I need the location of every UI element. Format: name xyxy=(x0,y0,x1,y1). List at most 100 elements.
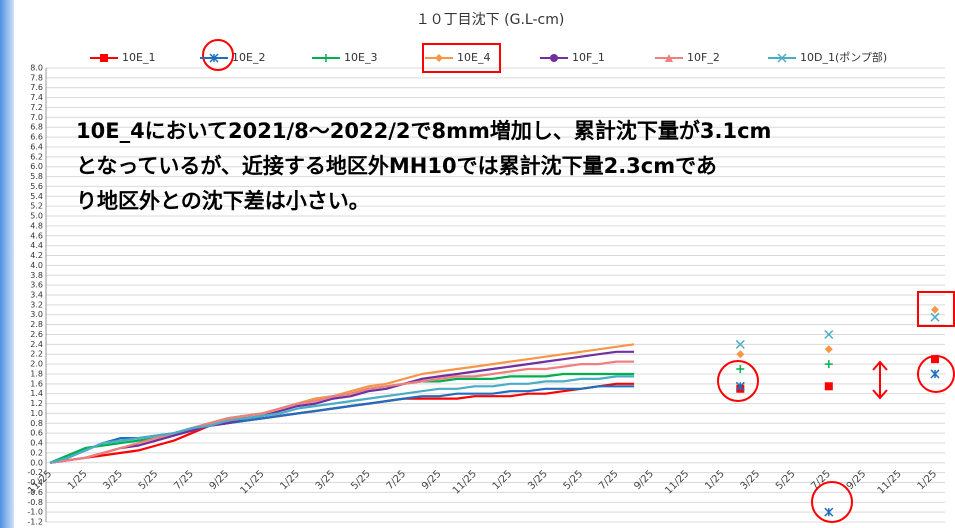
y-tick-label: 7.2 xyxy=(30,103,43,112)
y-tick-label: 1.6 xyxy=(30,379,43,388)
highlights xyxy=(202,39,955,523)
series-line xyxy=(49,350,635,464)
y-tick-label: 7.0 xyxy=(30,113,43,122)
legend-label: 10E_2 xyxy=(232,51,265,64)
y-tick-label: 7.6 xyxy=(30,83,43,92)
chart-title: １０丁目沈下 (G.L-cm) xyxy=(416,12,565,28)
marker xyxy=(824,507,834,517)
marker xyxy=(930,312,940,322)
marker xyxy=(930,369,940,379)
x-tick-label: 1/25 xyxy=(916,468,940,492)
y-tick-label: 3.2 xyxy=(30,300,43,309)
x-tick-label: 1/25 xyxy=(491,468,515,492)
x-tick-label: 3/25 xyxy=(101,468,125,492)
y-tick-label: -1.2 xyxy=(27,518,43,527)
grid: 8.07.87.67.47.27.06.86.66.46.26.05.85.65… xyxy=(26,64,945,527)
x-tick-label: 9/25 xyxy=(420,468,444,492)
y-tick-label: 2.2 xyxy=(30,350,43,359)
y-tick-label: 5.6 xyxy=(30,182,43,191)
legend-label: 10E_1 xyxy=(122,51,155,64)
x-tick-label: 1/25 xyxy=(703,468,727,492)
y-tick-label: 7.8 xyxy=(30,73,43,82)
x-tick-label: 7/25 xyxy=(385,468,409,492)
marker xyxy=(736,350,745,359)
marker xyxy=(435,54,443,62)
y-tick-label: 6.0 xyxy=(30,162,43,171)
y-tick-label: 1.0 xyxy=(30,409,43,418)
y-tick-label: 4.2 xyxy=(30,251,43,260)
y-tick-label: 5.0 xyxy=(30,212,43,221)
marker xyxy=(550,54,558,62)
series-line xyxy=(49,375,635,464)
y-tick-label: 4.6 xyxy=(30,231,43,240)
x-tick-label: 9/25 xyxy=(632,468,656,492)
x-tick-label: 3/25 xyxy=(526,468,550,492)
y-tick-label: 6.6 xyxy=(30,133,43,142)
y-tick-label: 3.6 xyxy=(30,281,43,290)
y-tick-label: 2.8 xyxy=(30,320,43,329)
x-tick-label: 7/25 xyxy=(597,468,621,492)
x-tick-label: 5/25 xyxy=(774,468,798,492)
y-tick-label: -0.8 xyxy=(27,498,43,507)
x-tick-label: 1/25 xyxy=(66,468,90,492)
legend-label: 10E_4 xyxy=(457,51,490,64)
highlight-box xyxy=(917,291,955,327)
highlight-circle xyxy=(202,39,234,71)
x-tick-label: 1/25 xyxy=(278,468,302,492)
y-tick-label: 0.8 xyxy=(30,419,43,428)
y-tick-label: 6.4 xyxy=(30,142,43,151)
y-tick-label: 2.0 xyxy=(30,360,43,369)
marker xyxy=(777,53,787,63)
y-tick-label: 0.6 xyxy=(30,429,43,438)
x-tick-label: 7/25 xyxy=(172,468,196,492)
y-tick-label: 6.8 xyxy=(30,123,43,132)
marker xyxy=(931,355,939,364)
legend-label: 10F_1 xyxy=(572,51,605,64)
y-tick-label: 6.2 xyxy=(30,152,43,161)
y-tick-label: 3.8 xyxy=(30,271,43,280)
marker xyxy=(736,365,745,374)
marker xyxy=(100,54,108,62)
highlight-circle xyxy=(717,360,759,402)
annotation-line: となっているが、近接する地区外MH10では累計沈下量2.3cmであ xyxy=(76,154,717,178)
y-tick-label: 1.2 xyxy=(30,399,43,408)
y-tick-label: 1.8 xyxy=(30,369,43,378)
marker xyxy=(735,381,745,391)
annotation: 10E_4において2021/8～2022/2で8mm増加し、累計沈下量が3.1c… xyxy=(76,119,771,213)
marker xyxy=(665,54,673,62)
x-tick-label: 7/25 xyxy=(809,468,833,492)
y-tick-label: 0.0 xyxy=(30,458,43,467)
x-tick-label: 9/25 xyxy=(208,468,232,492)
y-tick-label: 0.4 xyxy=(30,439,43,448)
highlight-box xyxy=(422,43,501,73)
legend-label: 10D_1(ポンプ部) xyxy=(800,50,887,64)
annotation-line: り地区外との沈下差は小さい。 xyxy=(76,189,370,213)
highlight-circle xyxy=(811,481,853,523)
side-strip xyxy=(0,0,14,528)
marker xyxy=(824,382,833,391)
x-tick-label: 5/25 xyxy=(349,468,373,492)
y-tick-label: 4.8 xyxy=(30,221,43,230)
marker xyxy=(824,329,834,340)
marker xyxy=(209,53,219,63)
x-tick-label: 5/25 xyxy=(562,468,586,492)
legend-label: 10E_3 xyxy=(344,51,377,64)
y-tick-label: -0.4 xyxy=(27,478,43,487)
y-tick-label: -0.2 xyxy=(27,468,43,477)
y-tick-label: -1.0 xyxy=(27,508,43,517)
y-tick-label: -0.6 xyxy=(27,488,43,497)
y-tick-label: 2.6 xyxy=(30,330,43,339)
highlight-circle xyxy=(917,355,955,393)
y-tick-label: 5.8 xyxy=(30,172,43,181)
y-tick-label: 7.4 xyxy=(30,93,43,102)
x-tick-label: 5/25 xyxy=(137,468,161,492)
y-tick-label: 5.4 xyxy=(30,192,43,201)
series-line xyxy=(49,360,635,464)
y-tick-label: 5.2 xyxy=(30,202,43,211)
marker xyxy=(735,339,745,349)
y-tick-label: 0.2 xyxy=(30,448,43,457)
y-tick-label: 3.0 xyxy=(30,310,43,319)
y-tick-label: 8.0 xyxy=(30,64,43,73)
marker xyxy=(824,345,833,354)
